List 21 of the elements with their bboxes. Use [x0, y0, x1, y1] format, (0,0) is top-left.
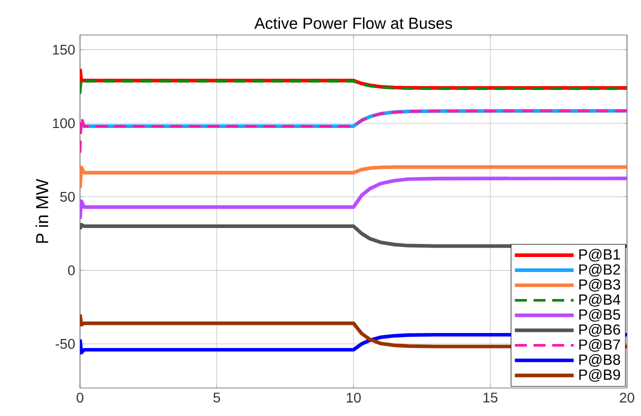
- x-tick-label: 5: [213, 392, 220, 402]
- y-tick-label: -50: [56, 338, 75, 349]
- x-tick-label: 20: [620, 392, 634, 403]
- legend-label: P@B6: [579, 324, 620, 337]
- legend-label: P@B8: [579, 354, 620, 367]
- y-tick-label: 50: [60, 192, 75, 202]
- chart-title: Active Power Flow at Buses: [254, 17, 452, 29]
- legend-label: P@B1: [579, 248, 620, 262]
- y-tick-label: 150: [53, 44, 75, 55]
- x-tick-label: 0: [76, 392, 84, 403]
- legend-label: P@B4: [579, 294, 620, 307]
- x-tick-label: 15: [484, 392, 498, 402]
- legend-label: P@B9: [579, 369, 620, 382]
- legend-label: P@B7: [579, 339, 620, 352]
- y-axis-title: P in MW: [36, 178, 48, 243]
- y-tick-label: 100: [53, 118, 75, 128]
- legend-label: P@B2: [579, 264, 620, 277]
- legend-label: P@B3: [579, 278, 620, 292]
- x-tick-label: 10: [346, 392, 361, 403]
- legend-label: P@B5: [579, 308, 620, 322]
- y-tick-label: 0: [68, 265, 75, 276]
